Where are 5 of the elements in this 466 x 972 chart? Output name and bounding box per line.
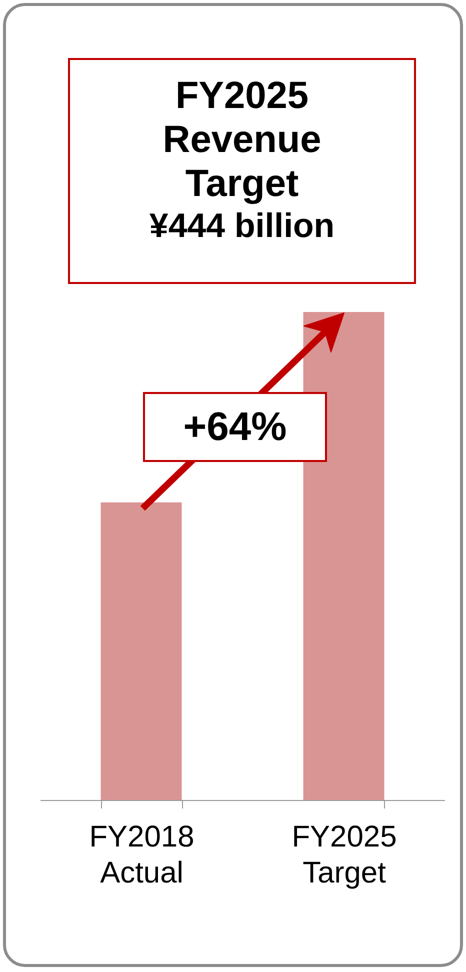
x-tick-label: FY2025 Target	[292, 820, 397, 890]
text: ¥444 billion	[148, 206, 336, 246]
chart-title: FY2025 Revenue Target	[162, 74, 322, 206]
annotation: +64%	[143, 392, 327, 462]
x-tick-label: FY2018 Actual	[89, 820, 194, 890]
